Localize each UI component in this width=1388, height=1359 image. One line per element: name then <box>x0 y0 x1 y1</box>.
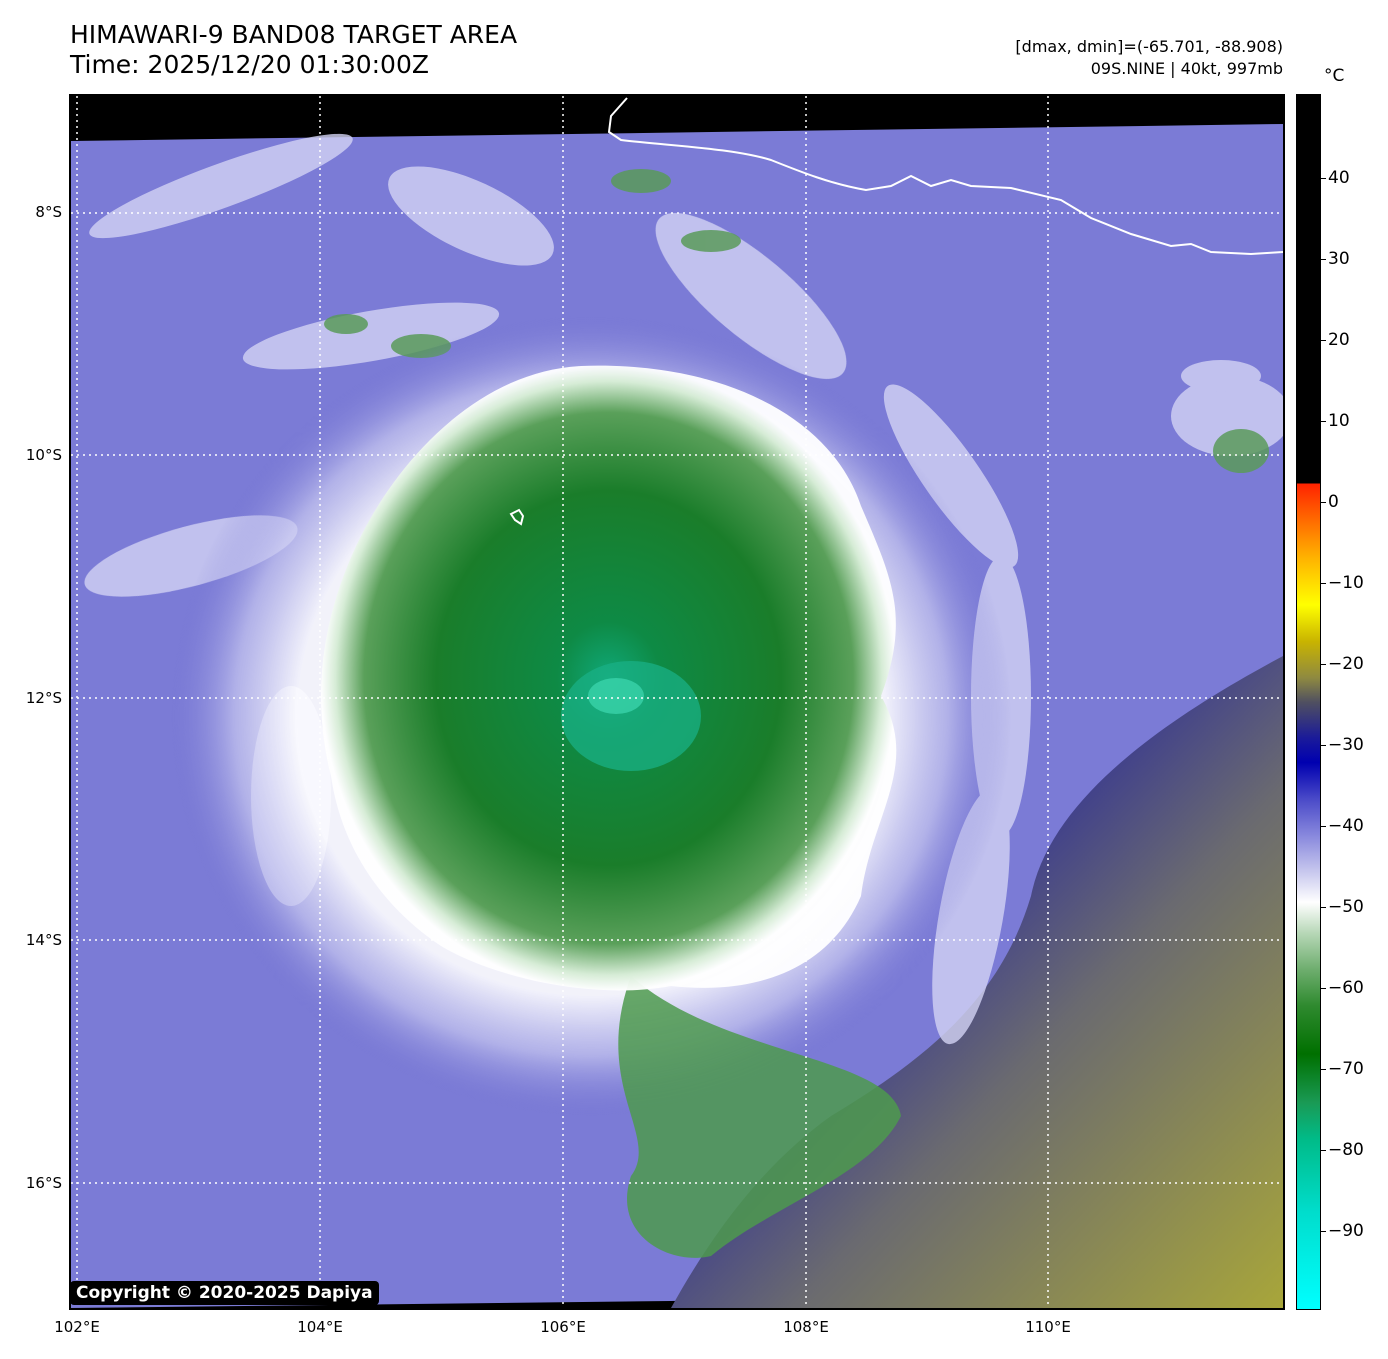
lat-label: 12°S <box>25 689 62 707</box>
colorbar-label: 0 <box>1328 492 1339 512</box>
java-coastline <box>607 97 1283 256</box>
colorbar-label: −60 <box>1328 978 1364 998</box>
lat-label: 14°S <box>25 931 62 949</box>
colorbar-label: −20 <box>1328 654 1364 674</box>
colorbar-label: −10 <box>1328 573 1364 593</box>
lon-label: 108°E <box>783 1318 829 1336</box>
colorbar-tick <box>1321 178 1326 179</box>
coldest-cloud-tops <box>561 661 701 771</box>
copyright-badge: Copyright © 2020-2025 Dapiya <box>70 1281 379 1305</box>
cold-cloud-cells <box>324 169 1269 473</box>
lat-label: 8°S <box>35 203 62 221</box>
colorbar-label: −30 <box>1328 735 1364 755</box>
lon-label: 110°E <box>1025 1318 1071 1336</box>
colorbar-label: −80 <box>1328 1140 1364 1160</box>
colorbar-label: 20 <box>1328 330 1350 350</box>
storm-tail <box>618 976 901 1258</box>
image-title: HIMAWARI-9 BAND08 TARGET AREA <box>70 20 518 49</box>
lat-label: 16°S <box>25 1174 62 1192</box>
colorbar-tick <box>1321 1069 1326 1070</box>
image-timestamp: Time: 2025/12/20 01:30:00Z <box>70 50 429 79</box>
no-data-strip <box>71 96 1283 141</box>
lon-label: 104°E <box>297 1318 343 1336</box>
colorbar-tick <box>1321 502 1326 503</box>
lat-label: 10°S <box>25 446 62 464</box>
map-gridlines <box>71 96 1283 1308</box>
colorbar-tick <box>1321 826 1326 827</box>
colorbar-label: 30 <box>1328 249 1350 269</box>
colorbar-label: −50 <box>1328 897 1364 917</box>
temperature-colorbar <box>1296 94 1321 1310</box>
colorbar-tick <box>1321 745 1326 746</box>
colorbar-label: 40 <box>1328 168 1350 188</box>
colorbar-tick <box>1321 583 1326 584</box>
lon-label: 106°E <box>540 1318 586 1336</box>
colorbar-tick <box>1321 1231 1326 1232</box>
colorbar-tick <box>1321 340 1326 341</box>
colorbar-tick <box>1321 1150 1326 1151</box>
colorbar-label: −70 <box>1328 1059 1364 1079</box>
colorbar-label: −40 <box>1328 816 1364 836</box>
christmas-island-outline <box>509 508 525 526</box>
colorbar-tick <box>1321 664 1326 665</box>
colorbar-tick <box>1321 907 1326 908</box>
satellite-image <box>69 94 1285 1310</box>
colorbar-tick <box>1321 259 1326 260</box>
colorbar-label: 10 <box>1328 411 1350 431</box>
temperature-range-text: [dmax, dmin]=(-65.701, -88.908) <box>1015 37 1283 56</box>
colorbar-label: −90 <box>1328 1221 1364 1241</box>
storm-info-text: 09S.NINE | 40kt, 997mb <box>1090 59 1283 78</box>
colorbar-tick <box>1321 421 1326 422</box>
colorbar-tick <box>1321 988 1326 989</box>
lon-label: 102°E <box>54 1318 100 1336</box>
colorbar-unit: °C <box>1324 66 1345 86</box>
